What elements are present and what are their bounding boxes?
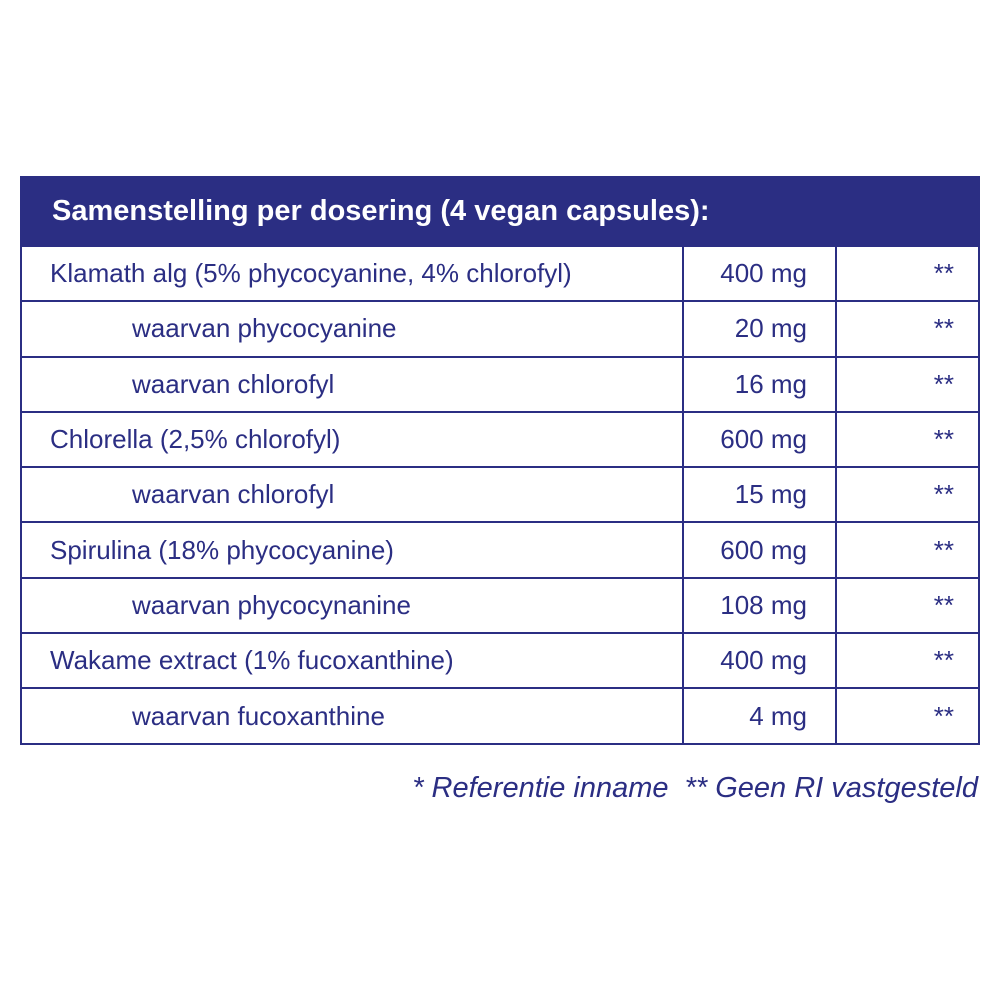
ri-value: ** <box>835 576 980 635</box>
amount: 4 mg <box>682 687 837 745</box>
ingredient-row: Klamath alg (5% phycocyanine, 4% chlorof… <box>20 244 980 303</box>
amount: 400 mg <box>682 632 837 690</box>
ri-value: ** <box>835 632 980 690</box>
amount: 600 mg <box>682 521 837 579</box>
ingredient-name: Wakame extract (1% fucoxanthine) <box>20 632 684 690</box>
ingredient-name: Spirulina (18% phycocyanine) <box>20 521 684 579</box>
ingredient-name: waarvan fucoxanthine <box>20 687 684 745</box>
ingredient-row: Spirulina (18% phycocyanine) 600 mg ** <box>20 521 980 579</box>
composition-table: Samenstelling per dosering (4 vegan caps… <box>20 176 980 745</box>
sub-row: waarvan phycocyanine 20 mg ** <box>20 300 980 358</box>
sub-row: waarvan chlorofyl 15 mg ** <box>20 466 980 524</box>
ri-value: ** <box>835 687 980 745</box>
sub-row: waarvan phycocynanine 108 mg ** <box>20 576 980 635</box>
ingredient-row: Chlorella (2,5% chlorofyl) 600 mg ** <box>20 410 980 469</box>
ingredient-name: waarvan chlorofyl <box>20 355 684 413</box>
ingredient-name: Chlorella (2,5% chlorofyl) <box>20 410 684 469</box>
amount: 15 mg <box>682 466 837 524</box>
ingredient-row: Wakame extract (1% fucoxanthine) 400 mg ** <box>20 632 980 690</box>
ri-value: ** <box>835 521 980 579</box>
amount: 600 mg <box>682 410 837 469</box>
footnote: * Referentie inname ** Geen RI vastgeste… <box>412 772 978 804</box>
ri-value: ** <box>835 300 980 358</box>
ri-value: ** <box>835 355 980 413</box>
amount: 108 mg <box>682 576 837 635</box>
amount: 400 mg <box>682 244 837 303</box>
ri-value: ** <box>835 410 980 469</box>
sub-row: waarvan fucoxanthine 4 mg ** <box>20 687 980 745</box>
sub-row: waarvan chlorofyl 16 mg ** <box>20 355 980 413</box>
ingredient-name: waarvan phycocynanine <box>20 576 684 635</box>
ingredient-name: Klamath alg (5% phycocyanine, 4% chlorof… <box>20 244 684 303</box>
ingredient-name: waarvan chlorofyl <box>20 466 684 524</box>
ri-value: ** <box>835 466 980 524</box>
amount: 20 mg <box>682 300 837 358</box>
table-title: Samenstelling per dosering (4 vegan caps… <box>20 176 980 247</box>
ingredient-name: waarvan phycocyanine <box>20 300 684 358</box>
amount: 16 mg <box>682 355 837 413</box>
ri-value: ** <box>835 244 980 303</box>
